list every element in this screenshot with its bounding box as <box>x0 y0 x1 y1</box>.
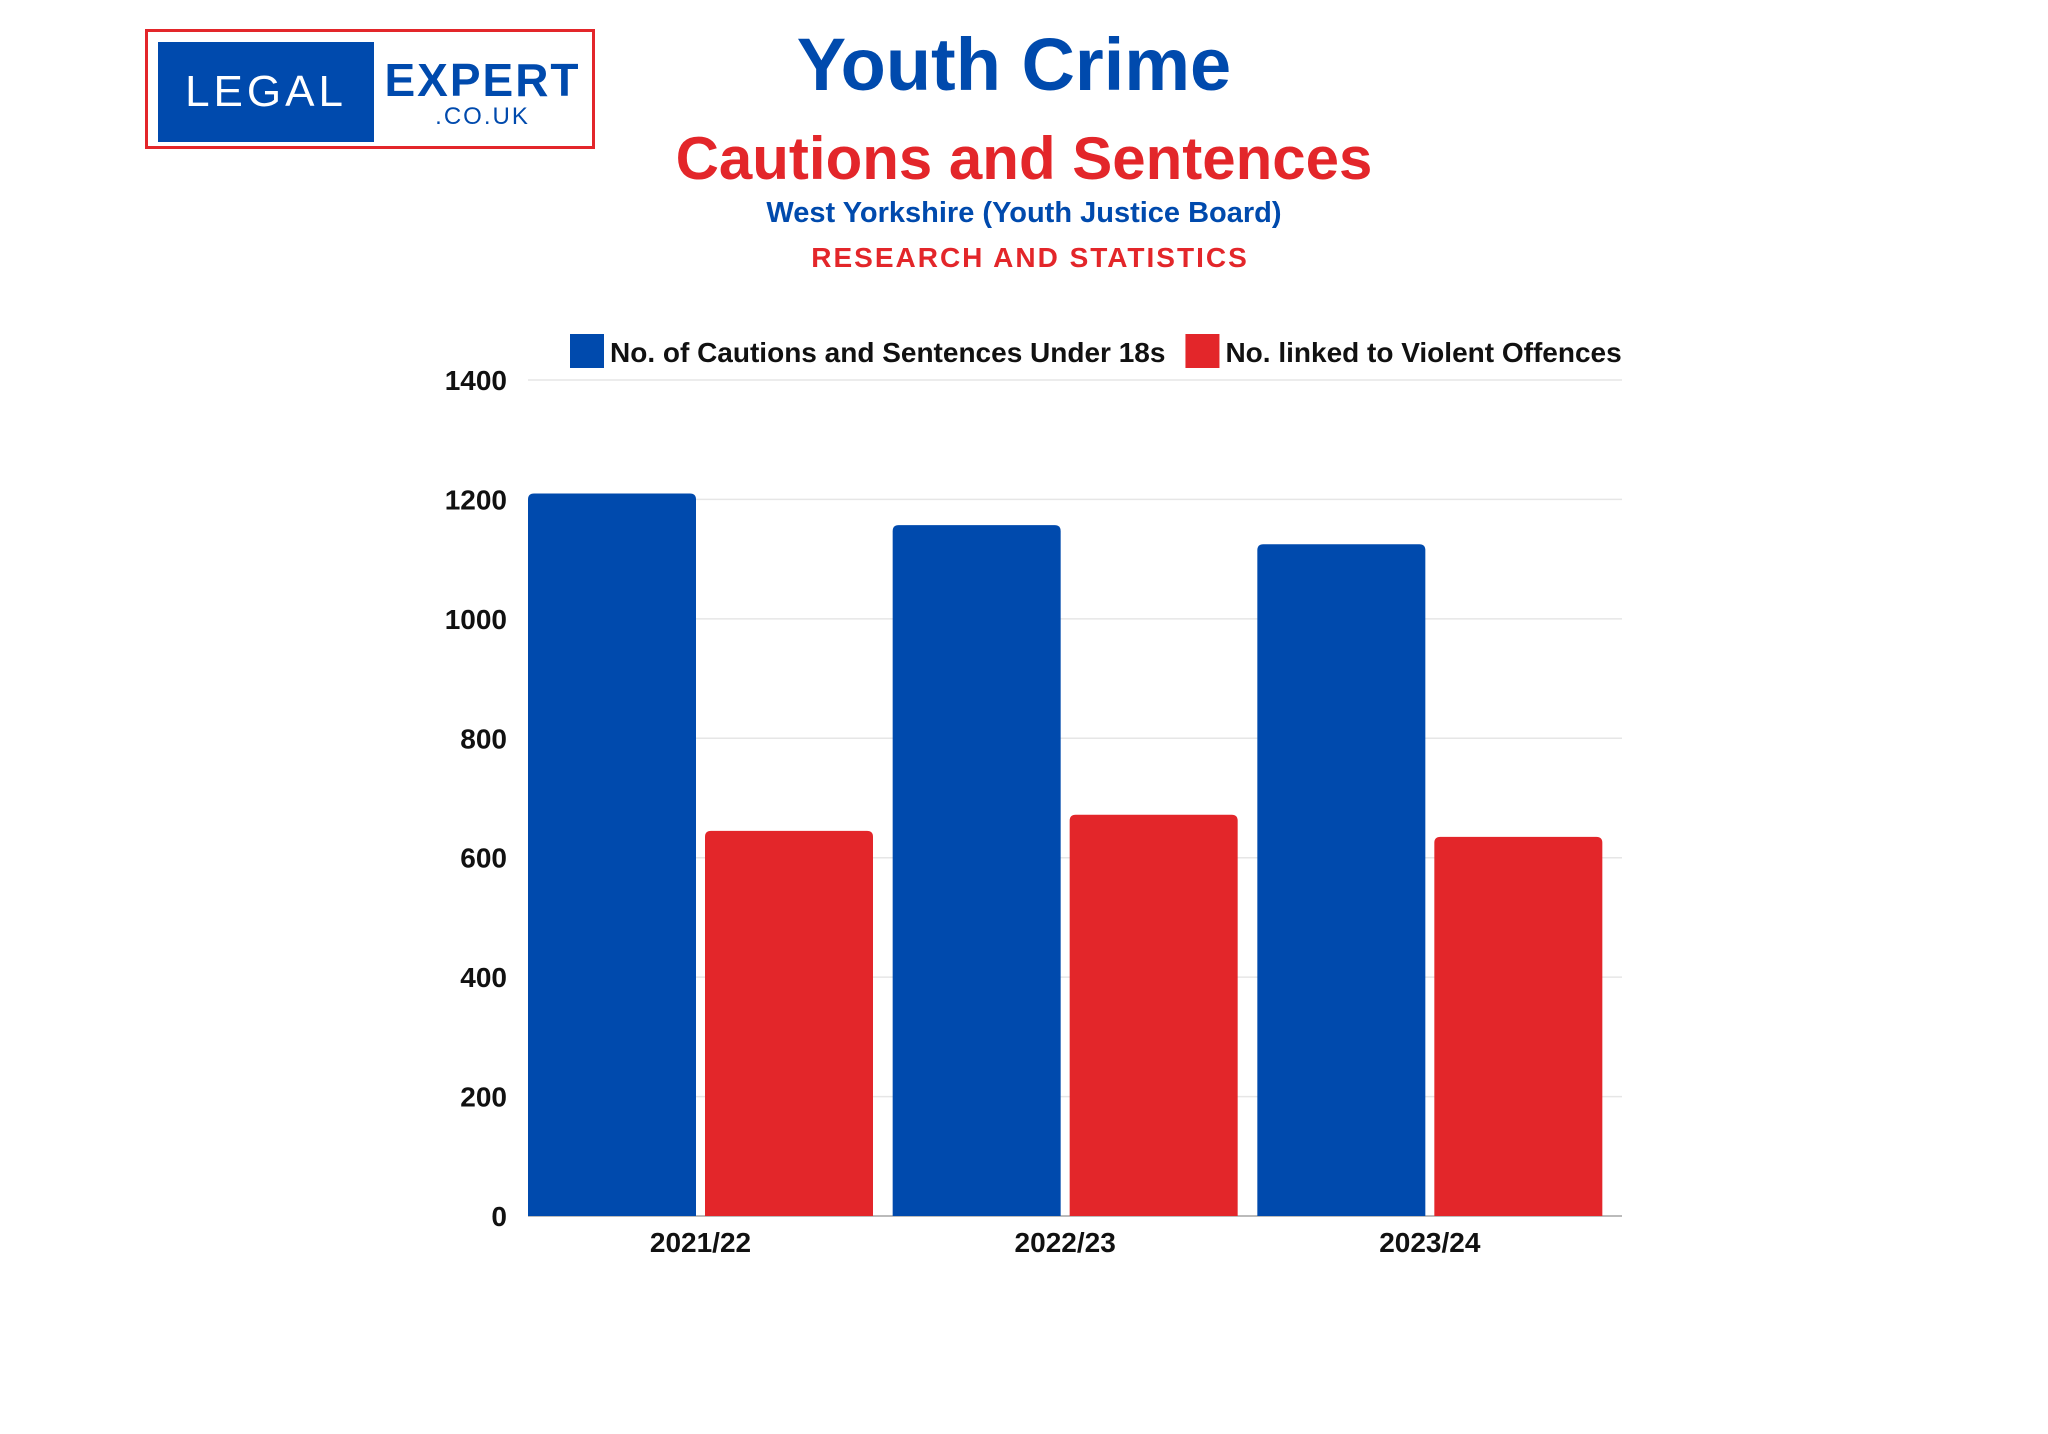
legend-swatch <box>1185 334 1220 368</box>
x-tick-label: 2021/22 <box>650 1227 751 1258</box>
x-tick-label: 2022/23 <box>1015 1227 1116 1258</box>
bar-cautions <box>1257 544 1426 1216</box>
y-tick-label: 600 <box>460 843 507 874</box>
legend-swatch <box>570 334 604 368</box>
legend-label: No. linked to Violent Offences <box>1225 337 1621 368</box>
y-tick-label: 1400 <box>445 365 507 396</box>
logo-expert: EXPERT <box>384 54 581 106</box>
y-tick-label: 200 <box>460 1082 507 1113</box>
logo-right: EXPERT .CO.UK <box>380 42 585 142</box>
region-label: West Yorkshire (Youth Justice Board) <box>766 197 1282 229</box>
research-label: RESEARCH AND STATISTICS <box>811 242 1249 273</box>
page-subtitle: Cautions and Sentences <box>675 125 1373 192</box>
bar-violent <box>1069 814 1238 1216</box>
bar-violent <box>1434 836 1603 1216</box>
logo-domain: .CO.UK <box>435 103 530 130</box>
page-title: Youth Crime <box>796 23 1232 106</box>
bar-violent <box>705 830 873 1216</box>
logo-legal: LEGAL <box>158 42 374 142</box>
y-tick-label: 400 <box>460 962 507 993</box>
x-tick-label: 2023/24 <box>1379 1227 1481 1258</box>
legal-expert-logo: LEGAL EXPERT .CO.UK <box>145 29 595 149</box>
y-tick-label: 1000 <box>445 604 507 635</box>
y-tick-label: 0 <box>491 1201 507 1232</box>
y-tick-label: 800 <box>460 723 507 754</box>
y-tick-label: 1200 <box>445 484 507 515</box>
bar-cautions <box>892 525 1061 1216</box>
legend-label: No. of Cautions and Sentences Under 18s <box>610 337 1165 368</box>
bar-cautions <box>528 493 696 1216</box>
